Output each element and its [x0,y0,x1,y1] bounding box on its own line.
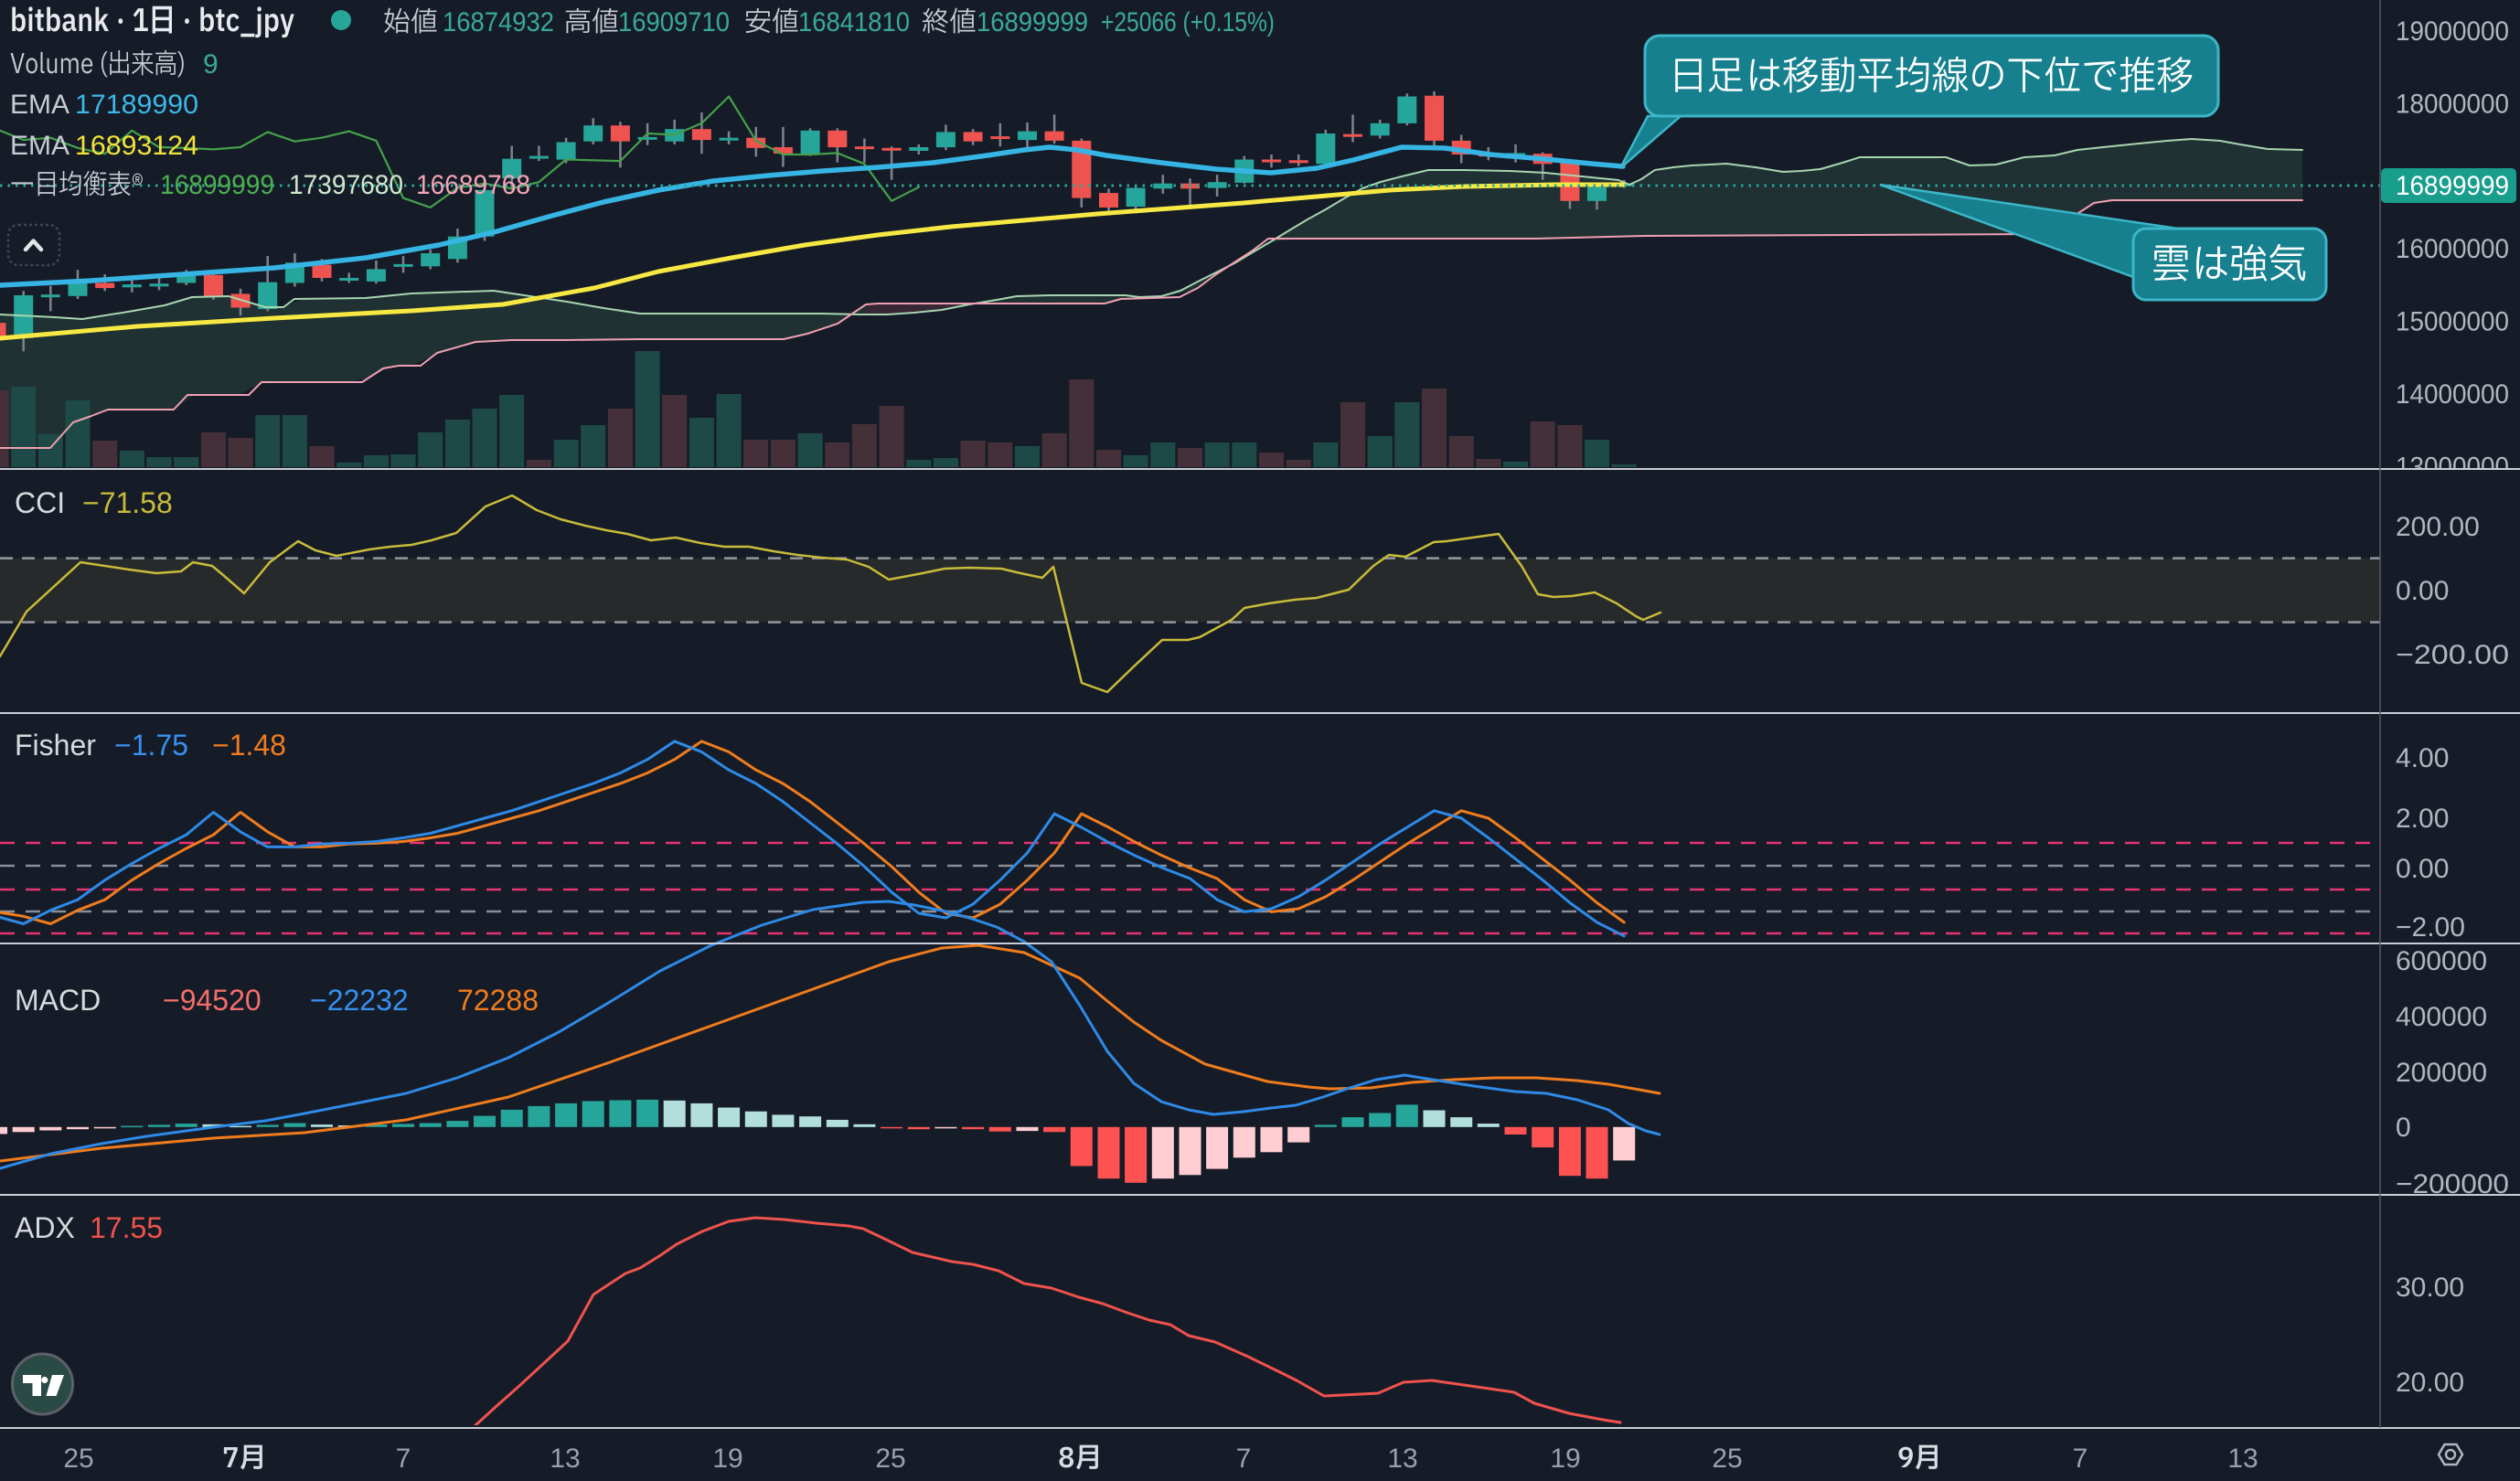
svg-text:0.00: 0.00 [2396,854,2449,884]
svg-text:30.00: 30.00 [2396,1273,2464,1303]
svg-text:0: 0 [2396,1113,2411,1143]
svg-text:25: 25 [875,1444,905,1474]
svg-text:EMA: EMA [10,90,69,120]
svg-text:18000000: 18000000 [2396,89,2509,119]
svg-text:−94520: −94520 [163,984,262,1017]
svg-text:0.00: 0.00 [2396,576,2449,606]
svg-text:13: 13 [1387,1444,1417,1474]
svg-text:16899999: 16899999 [977,7,1088,37]
svg-text:19: 19 [1550,1444,1580,1474]
svg-text:16899999: 16899999 [160,170,274,200]
svg-text:−2.00: −2.00 [2396,912,2465,943]
svg-text:16689768: 16689768 [416,170,530,200]
svg-text:9: 9 [203,49,219,80]
svg-text:−1.75: −1.75 [114,729,188,762]
svg-text:25: 25 [1712,1444,1742,1474]
svg-text:200.00: 200.00 [2396,512,2480,542]
svg-text:−200.00: −200.00 [2396,640,2509,670]
svg-text:7: 7 [396,1444,411,1474]
svg-text:16893124: 16893124 [75,131,198,161]
svg-text:16874932: 16874932 [443,7,554,37]
svg-text:25: 25 [63,1444,93,1474]
svg-text:EMA: EMA [10,131,69,161]
svg-text:−22232: −22232 [310,984,409,1017]
svg-text:+25066 (+0.15%): +25066 (+0.15%) [1101,7,1275,37]
svg-text:CCI: CCI [15,486,65,519]
svg-text:19000000: 19000000 [2396,16,2509,47]
svg-text:16909710: 16909710 [618,7,730,37]
svg-text:2.00: 2.00 [2396,804,2449,834]
svg-text:17189990: 17189990 [75,90,198,120]
svg-text:Fisher: Fisher [15,729,96,762]
svg-text:MACD: MACD [15,984,101,1017]
svg-text:72288: 72288 [457,984,539,1017]
svg-text:7: 7 [2073,1444,2088,1474]
svg-text:−71.58: −71.58 [82,486,173,519]
svg-text:13: 13 [2227,1444,2258,1474]
svg-text:13000000: 13000000 [2396,452,2509,482]
svg-text:7: 7 [1236,1444,1252,1474]
svg-text:−1.48: −1.48 [212,729,286,762]
svg-text:200000: 200000 [2396,1058,2487,1088]
svg-text:19: 19 [712,1444,742,1474]
svg-text:400000: 400000 [2396,1002,2487,1032]
svg-text:600000: 600000 [2396,946,2487,976]
svg-text:17397680: 17397680 [289,170,403,200]
svg-text:ADX: ADX [15,1211,75,1244]
svg-text:14000000: 14000000 [2396,379,2509,410]
svg-text:13: 13 [550,1444,580,1474]
svg-text:16899999: 16899999 [2396,171,2509,201]
svg-text:16841810: 16841810 [798,7,910,37]
svg-text:−200000: −200000 [2396,1169,2509,1199]
svg-text:20.00: 20.00 [2396,1368,2464,1398]
svg-text:17.55: 17.55 [90,1211,163,1244]
svg-text:16000000: 16000000 [2396,234,2509,264]
svg-text:4.00: 4.00 [2396,743,2449,773]
svg-text:15000000: 15000000 [2396,307,2509,337]
